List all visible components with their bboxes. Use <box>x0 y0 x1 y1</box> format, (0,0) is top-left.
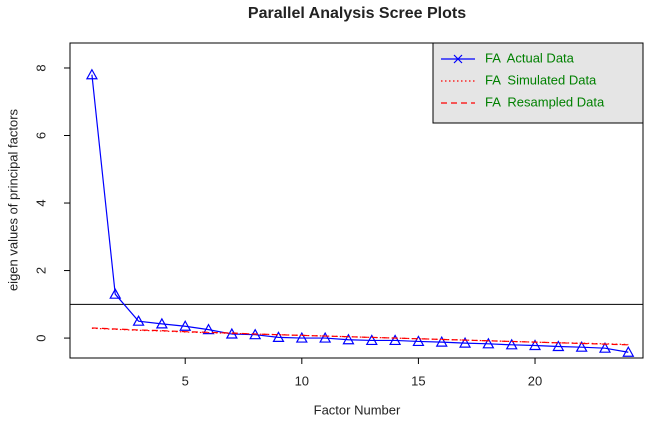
series-line <box>91 327 629 346</box>
legend-box <box>432 42 644 124</box>
x-tick-label: 5 <box>182 373 189 388</box>
data-point <box>529 339 542 351</box>
chart-title: Parallel Analysis Scree Plots <box>248 5 466 22</box>
data-point <box>505 338 518 350</box>
data-point <box>598 341 612 353</box>
y-tick-label: 8 <box>33 64 48 71</box>
data-point <box>412 335 425 347</box>
y-axis-label: eigen values of principal factors <box>5 108 20 291</box>
data-point <box>365 334 378 346</box>
data-point <box>342 333 355 345</box>
data-point <box>132 314 145 326</box>
data-point <box>575 340 588 352</box>
x-axis-label: Factor Number <box>314 402 401 417</box>
legend-marker <box>453 54 463 64</box>
data-point <box>295 331 308 343</box>
data-point <box>435 335 448 347</box>
data-point <box>459 336 472 348</box>
x-tick-label: 10 <box>295 373 309 388</box>
data-point <box>389 334 402 346</box>
legend-label: FA Resampled Data <box>485 94 605 109</box>
y-tick-label: 4 <box>33 199 48 206</box>
data-point <box>552 340 565 352</box>
x-tick-label: 20 <box>528 373 542 388</box>
data-point <box>85 68 98 80</box>
data-point <box>272 331 285 343</box>
series-line <box>91 74 629 353</box>
legend-label: FA Actual Data <box>485 50 575 65</box>
data-point <box>109 287 122 299</box>
data-point <box>202 323 215 335</box>
x-tick-label: 15 <box>411 373 425 388</box>
data-point <box>482 337 495 349</box>
data-point <box>319 331 332 343</box>
y-tick-label: 6 <box>33 132 48 139</box>
y-tick-label: 2 <box>33 267 48 274</box>
data-point <box>155 317 168 329</box>
y-tick-label: 0 <box>33 334 48 341</box>
data-point <box>179 320 192 331</box>
plot-frame <box>69 42 644 359</box>
data-point <box>622 346 635 357</box>
legend-label: FA Simulated Data <box>485 72 597 87</box>
